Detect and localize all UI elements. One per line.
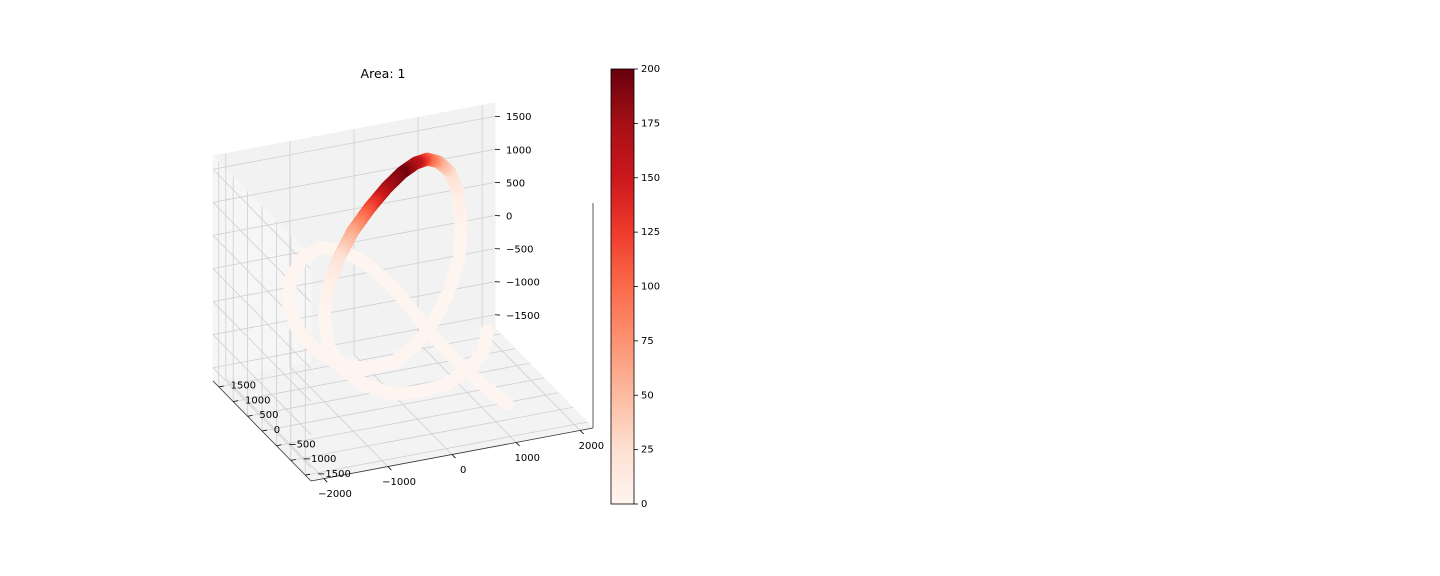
y-tick-label: 1000 (245, 395, 270, 406)
z-tick-label: 1500 (506, 112, 531, 123)
z-grid-line (212, 115, 496, 170)
y-grid-line (305, 421, 588, 476)
colorbar-tick-label: 200 (641, 64, 660, 75)
tick-mark (261, 429, 267, 432)
z-tick-label: −1000 (506, 278, 540, 289)
x-tick-label: 0 (460, 465, 466, 476)
z-tick-label: −500 (506, 245, 533, 256)
z-grid-line (212, 248, 496, 302)
tick-mark (323, 478, 328, 483)
z-grid-line (212, 334, 312, 435)
colorbar-tick-label: 100 (641, 282, 660, 293)
colorbar-tick-label: 75 (641, 336, 654, 347)
z-grid-line (212, 168, 312, 270)
z-tick-label: 1000 (506, 145, 531, 156)
data-point (480, 324, 494, 338)
x-tick-label: −2000 (318, 489, 352, 500)
colorbar-tick-label: 150 (641, 173, 660, 184)
y-tick-label: 0 (274, 425, 280, 436)
z-tick-label: 0 (506, 212, 512, 223)
tick-marks (218, 115, 584, 483)
tick-mark (290, 459, 296, 461)
tick-mark (515, 442, 520, 447)
tick-mark (579, 430, 584, 435)
tick-mark (218, 385, 224, 388)
z-grid-line (212, 148, 496, 203)
colorbar-tick-label: 25 (641, 445, 654, 456)
z-grid-line (212, 367, 312, 469)
x-tick-label: 1000 (515, 453, 540, 464)
colorbar: 0 25 50 75 100 125 150 175 200 (610, 64, 660, 510)
z-grid-line (212, 314, 496, 369)
chart-title: Area: 1 (361, 66, 406, 81)
z-tick-label: 500 (506, 178, 525, 189)
tick-mark (276, 444, 282, 447)
tick-mark (305, 473, 311, 476)
z-grid-line (212, 301, 312, 402)
y-grid-line (233, 348, 516, 402)
y-tick-label: −1500 (317, 469, 351, 480)
y-tick-label: −1000 (303, 454, 337, 465)
z-tick-label: −1500 (506, 311, 540, 322)
axes-3d: −2000 −1000 0 1000 2000 −1500 −1000 −500 0 500 100… (211, 102, 605, 500)
y-grid-line (261, 377, 545, 432)
y-tick-label: −500 (288, 440, 315, 451)
tick-mark (451, 454, 456, 459)
y-tick-label: 1500 (231, 381, 256, 392)
z-grid-line (212, 182, 496, 236)
tick-mark (233, 400, 239, 402)
colorbar-gradient (610, 68, 635, 505)
x-tick-label: 2000 (579, 441, 604, 452)
data-points (282, 152, 514, 411)
x-tick-label: −1000 (382, 477, 416, 488)
y-tick-label: 500 (259, 410, 278, 421)
z-grid-line (212, 268, 312, 369)
tick-mark (247, 414, 253, 417)
tick-labels: −2000 −1000 0 1000 2000 −1500 −1000 −500 0 500 100… (231, 112, 605, 500)
colorbar-tick-label: 175 (641, 118, 660, 129)
tick-mark (387, 466, 392, 471)
colorbar-tick-label: 125 (641, 227, 660, 238)
y-grid-line (218, 333, 501, 388)
colorbar-tick-label: 50 (641, 390, 654, 401)
colorbar-tick-label: 0 (641, 499, 647, 510)
y-grid-line (290, 407, 573, 461)
